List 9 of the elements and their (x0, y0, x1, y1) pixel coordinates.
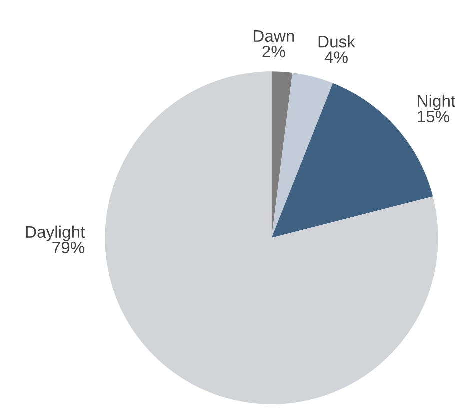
slice-label: Dawn (254, 30, 294, 42)
slice-label: Dusk (318, 36, 356, 48)
data-label: 15% (418, 110, 450, 123)
slice-label: Night (418, 94, 456, 110)
slice-label: Daylight (26, 226, 86, 242)
data-label: 2% (262, 46, 286, 58)
data-label: 4% (324, 52, 348, 64)
pie-slice (272, 72, 334, 238)
data-label: 79% (52, 242, 85, 254)
